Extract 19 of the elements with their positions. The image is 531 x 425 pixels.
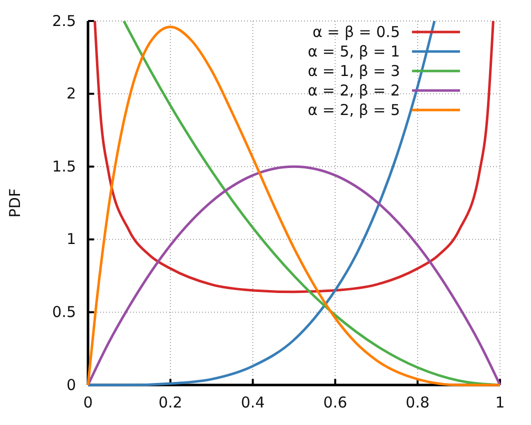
- legend-label: α = 2, β = 5: [308, 101, 400, 119]
- y-tick-label: 0: [66, 376, 76, 394]
- x-tick-label: 0.8: [406, 394, 430, 412]
- y-tick-label: 2: [66, 84, 76, 103]
- legend-label: α = β = 0.5: [312, 23, 400, 41]
- legend-label: α = 2, β = 2: [308, 82, 400, 100]
- x-tick-label: 0: [83, 394, 93, 412]
- x-tick-label: 0.2: [158, 394, 182, 412]
- x-tick-label: 0.4: [240, 394, 265, 412]
- y-tick-label: 1: [66, 230, 76, 248]
- y-tick-label: 1.5: [52, 157, 76, 176]
- legend-label: α = 5, β = 1: [308, 42, 400, 60]
- x-tick-label: 1: [495, 394, 505, 412]
- legend-label: α = 1, β = 3: [308, 62, 400, 80]
- y-tick-label: 2.5: [52, 12, 76, 30]
- y-tick-label: 0.5: [52, 303, 76, 321]
- y-axis-title: PDF: [6, 188, 24, 218]
- line-series: [94, 20, 494, 294]
- x-tick-label: 0.6: [323, 394, 348, 412]
